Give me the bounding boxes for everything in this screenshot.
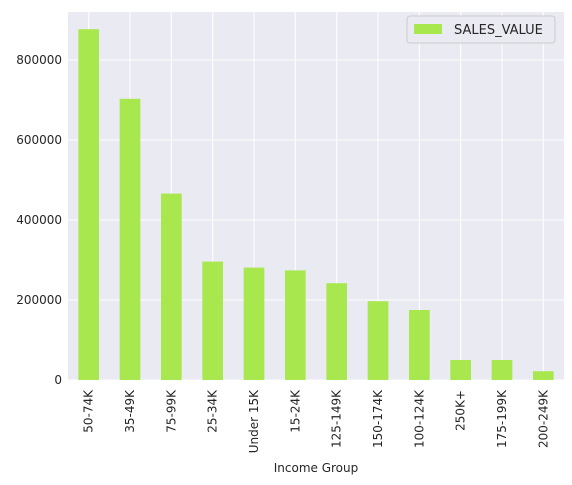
x-tick-label: 175-199K: [495, 389, 509, 448]
legend-label: SALES_VALUE: [454, 23, 543, 38]
plot-background: [68, 12, 564, 380]
legend-swatch: [414, 24, 442, 34]
y-tick-label: 800000: [16, 53, 62, 67]
x-tick-label: 125-149K: [330, 389, 344, 448]
bar-35-49k: [119, 98, 141, 381]
x-tick-label: 100-124K: [412, 389, 426, 448]
legend-box: [406, 15, 556, 44]
bars: [78, 29, 554, 381]
x-tick-label: 35-49K: [123, 389, 137, 433]
bar-250k-: [450, 360, 471, 380]
x-tick-label: 150-174K: [371, 389, 385, 448]
x-tick-labels: 50-74K 35-49K 75-99K 25-34K Under 15K 15-24K 1…: [82, 389, 551, 453]
x-tick-label: 50-74K: [82, 389, 96, 433]
bar-200-249k: [533, 371, 554, 380]
bar-50-74k: [78, 29, 99, 380]
y-tick-label: 200000: [16, 293, 62, 307]
y-tick-label: 600000: [16, 133, 62, 147]
bar-15-24k: [285, 270, 306, 380]
legend: SALES_VALUE: [406, 15, 556, 44]
x-tick-label: 200-249K: [536, 389, 550, 448]
bar-150-174k: [367, 301, 389, 380]
x-tick-label: 15-24K: [288, 389, 302, 433]
x-tick-label: 250K+: [454, 390, 468, 431]
x-tick-label: Under 15K: [247, 389, 261, 453]
bar-100-124k: [409, 310, 430, 380]
y-tick-label: 400000: [16, 213, 62, 227]
bar-under-15k: [243, 267, 265, 380]
x-axis-label: Income Group: [274, 461, 359, 475]
bar-125-149k: [326, 283, 347, 380]
x-tick-label: 25-34K: [206, 389, 220, 433]
y-tick-labels: 0 200000 400000 600000 800000: [16, 53, 62, 387]
bar-75-99k: [161, 193, 182, 380]
x-tick-label: 75-99K: [164, 389, 178, 433]
bar-25-34k: [202, 261, 223, 380]
bar-175-199k: [491, 360, 513, 380]
y-tick-label: 0: [54, 373, 62, 387]
